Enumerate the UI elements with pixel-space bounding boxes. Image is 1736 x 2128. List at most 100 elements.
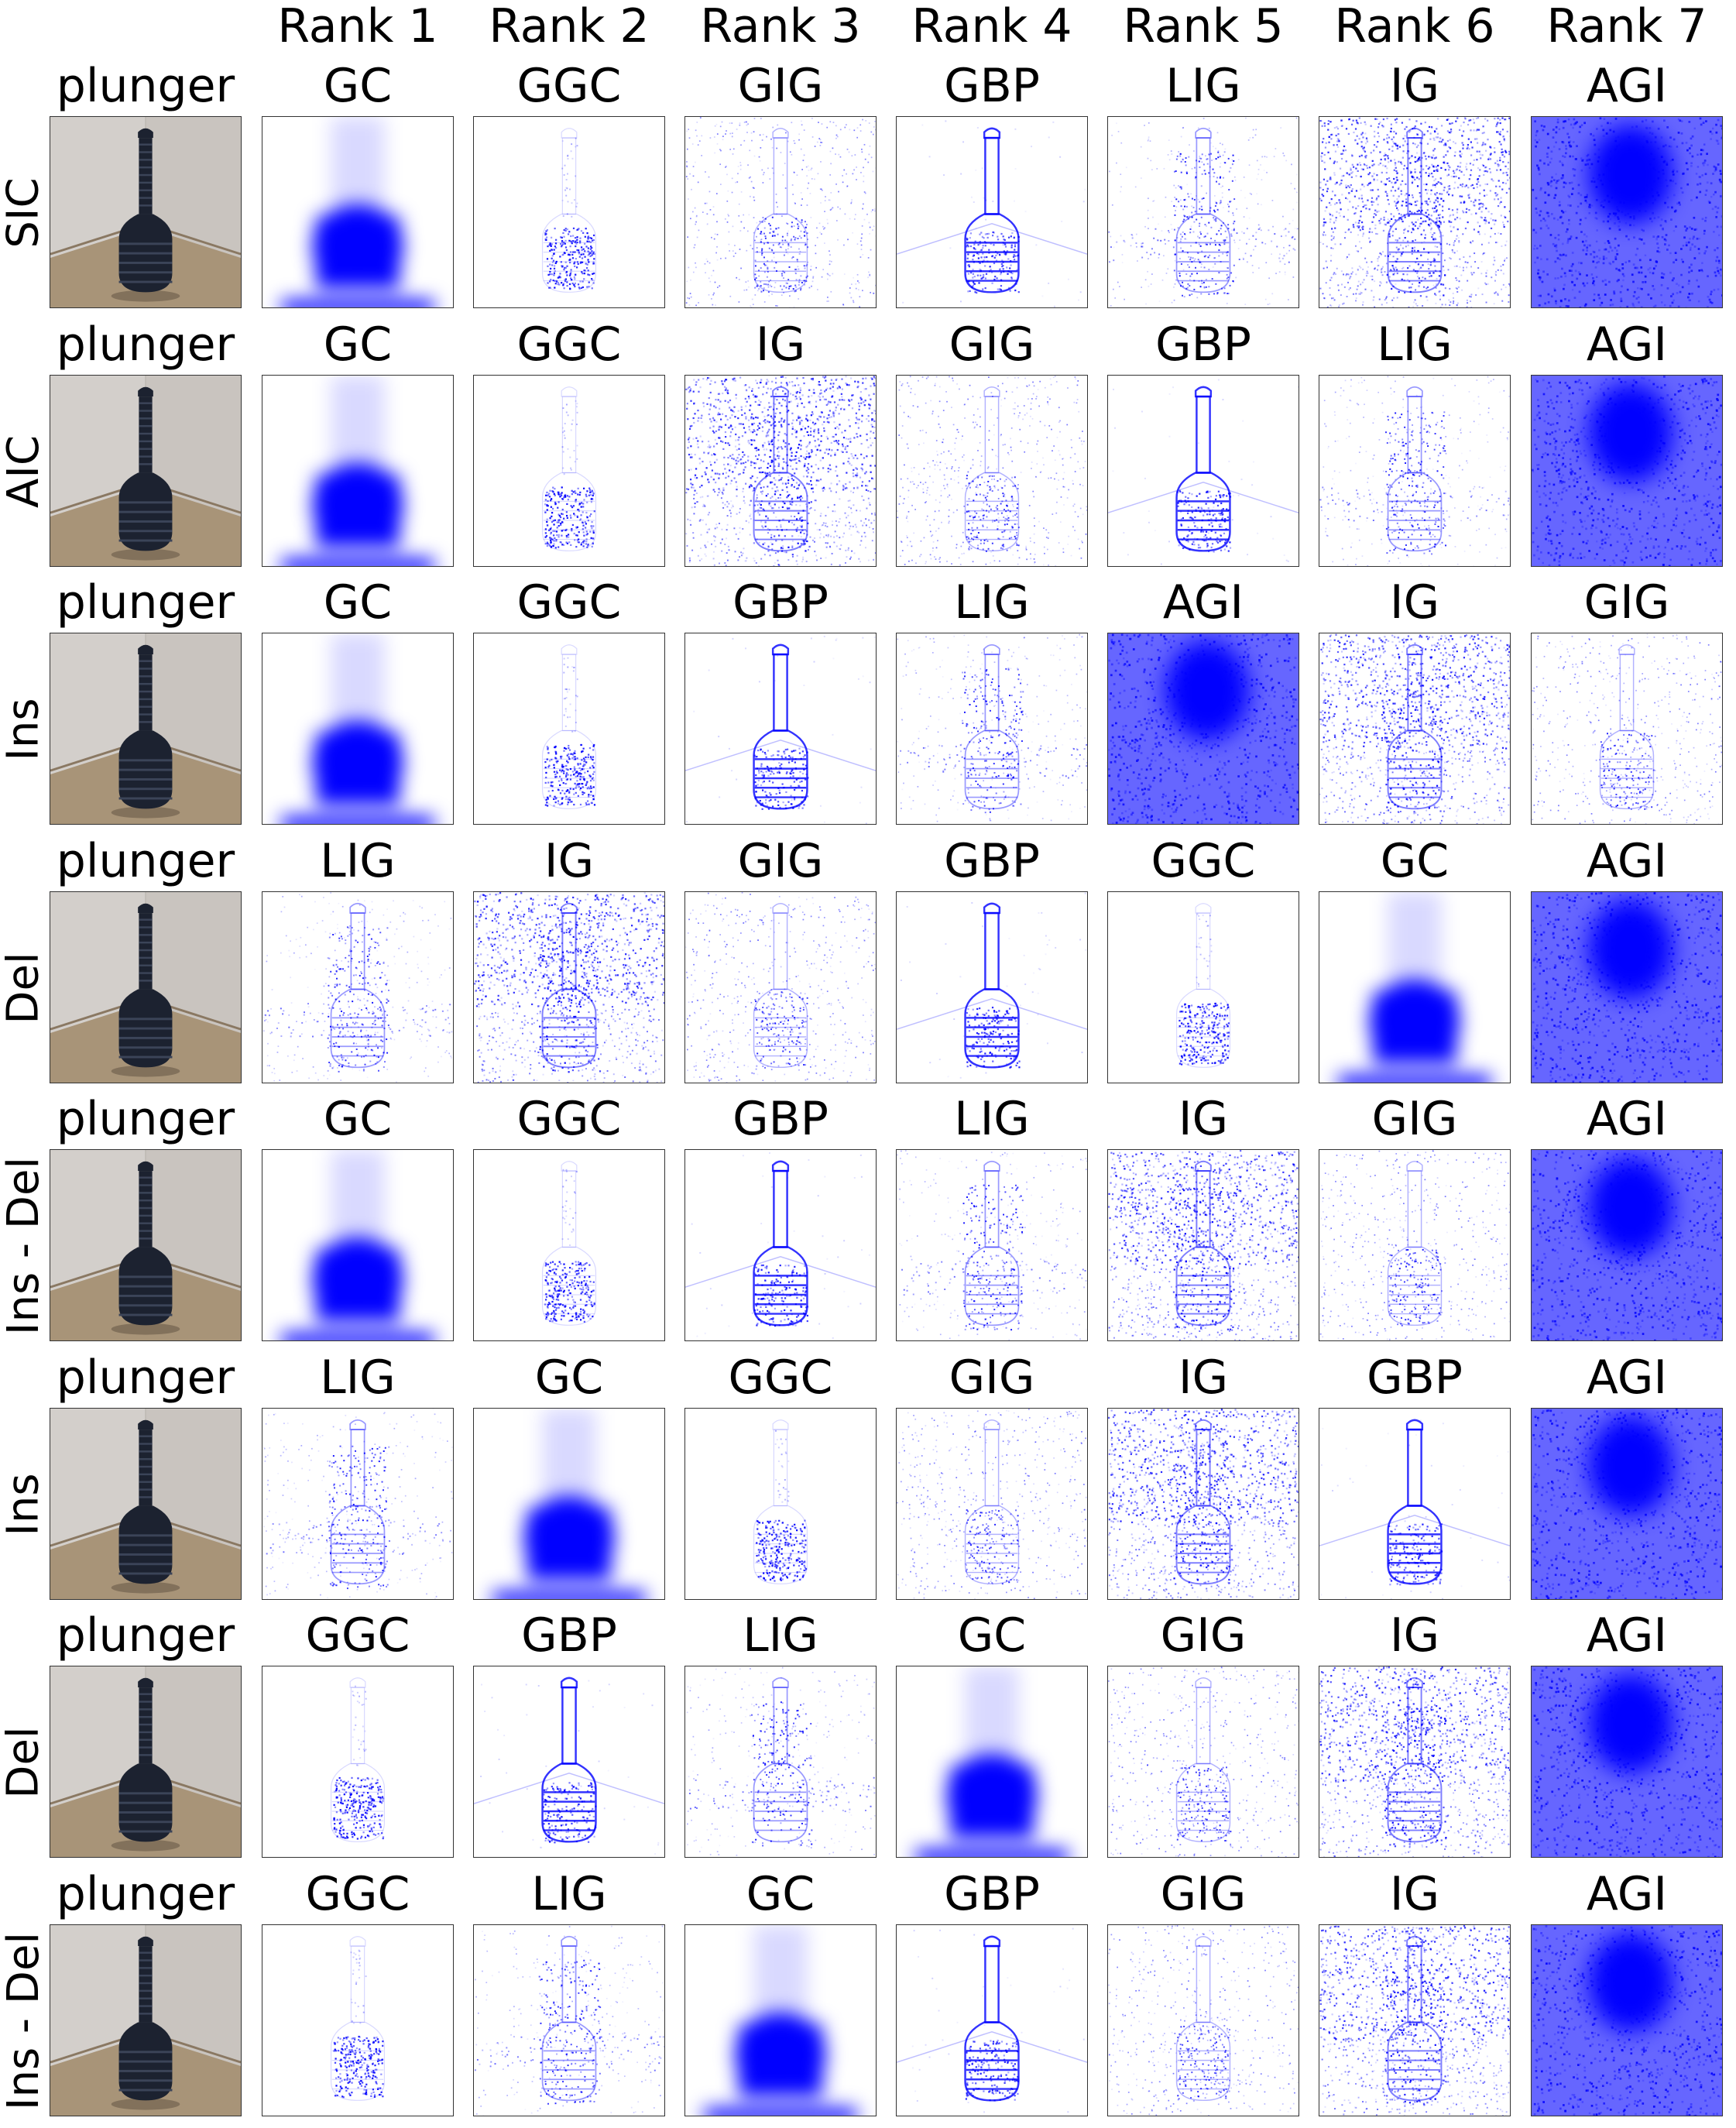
saliency-map-ggc — [1175, 902, 1231, 1068]
saliency-map-agi — [1108, 633, 1299, 824]
method-label: AGI — [1526, 1610, 1727, 1661]
saliency-map — [896, 633, 1088, 825]
saliency-map-gig — [1319, 1150, 1510, 1340]
method-label: GBP — [680, 577, 881, 628]
saliency-map — [473, 1149, 665, 1341]
saliency-map-lig — [262, 891, 453, 1083]
saliency-map — [262, 1407, 454, 1600]
saliency-map — [896, 374, 1088, 567]
saliency-map — [1319, 891, 1511, 1083]
saliency-map-ggc — [541, 128, 597, 293]
saliency-map — [1319, 1407, 1511, 1600]
saliency-map — [1531, 1924, 1723, 2116]
saliency-map-gbp — [897, 892, 1087, 1079]
saliency-map-gbp — [1319, 1419, 1510, 1599]
saliency-map — [684, 891, 877, 1083]
method-label: GIG — [680, 60, 881, 112]
method-label: LIG — [257, 1352, 458, 1403]
metric-label-text: Ins - Del — [0, 1157, 49, 1335]
saliency-map-gbp — [897, 120, 1087, 307]
plunger-photo — [50, 1666, 241, 1857]
saliency-map-gc — [704, 1924, 857, 2116]
saliency-map-ig — [1319, 633, 1510, 824]
saliency-map-gc — [281, 1150, 434, 1340]
method-label: GIG — [891, 319, 1093, 370]
method-label: GGC — [257, 1610, 458, 1661]
method-label: IG — [680, 319, 881, 370]
input-image — [50, 116, 242, 308]
saliency-map — [262, 1149, 454, 1341]
method-label: GIG — [1103, 1610, 1304, 1661]
method-label: GGC — [468, 60, 670, 112]
metric-label-text: SIC — [0, 177, 49, 248]
metric-label: Ins - Del — [0, 1149, 49, 1343]
method-label: AGI — [1526, 1352, 1727, 1403]
input-image — [50, 1666, 242, 1858]
method-label: GBP — [468, 1610, 670, 1661]
saliency-map-agi — [1532, 1408, 1722, 1599]
class-label: plunger — [45, 60, 246, 112]
saliency-map — [473, 1666, 665, 1858]
saliency-map-lig — [897, 633, 1087, 824]
method-label: LIG — [1314, 319, 1515, 370]
saliency-map-lig — [897, 1150, 1087, 1340]
metric-label: AIC — [0, 375, 49, 568]
saliency-map — [1319, 116, 1511, 308]
saliency-map-agi — [1532, 1666, 1722, 1857]
rank-header-1: Rank 1 — [257, 0, 458, 53]
method-label: GBP — [891, 60, 1093, 112]
method-label: GGC — [468, 1093, 670, 1145]
input-image — [50, 1149, 242, 1341]
saliency-map-ggc — [753, 1419, 808, 1584]
saliency-map-agi — [1532, 891, 1722, 1083]
class-label: plunger — [45, 1610, 246, 1661]
saliency-map-lig — [262, 1408, 453, 1599]
saliency-map — [1531, 374, 1723, 567]
saliency-map — [684, 633, 877, 825]
saliency-map — [473, 1407, 665, 1600]
method-label: GIG — [891, 1352, 1093, 1403]
metric-label-text: Ins — [0, 1473, 49, 1536]
plunger-photo — [50, 1150, 241, 1340]
saliency-map-ig — [1319, 117, 1510, 307]
saliency-map — [1531, 1149, 1723, 1341]
rank-header-2: Rank 2 — [468, 0, 670, 53]
saliency-map-ig — [1319, 1666, 1510, 1857]
saliency-map — [262, 116, 454, 308]
plunger-photo — [50, 375, 241, 566]
saliency-map-gbp — [474, 1677, 664, 1855]
saliency-map-gbp — [897, 1927, 1087, 2113]
method-label: GBP — [1314, 1352, 1515, 1403]
saliency-map-gbp — [685, 1152, 876, 1339]
input-image — [50, 1924, 242, 2116]
saliency-map — [1319, 374, 1511, 567]
method-label: AGI — [1103, 577, 1304, 628]
saliency-map-ggc — [541, 386, 597, 551]
saliency-map — [684, 116, 877, 308]
metric-label: Del — [0, 891, 49, 1085]
saliency-map — [262, 1924, 454, 2116]
method-label: LIG — [468, 1869, 670, 1920]
saliency-map — [1107, 1407, 1299, 1600]
saliency-map-ggc — [541, 644, 597, 809]
saliency-map — [896, 1924, 1088, 2116]
method-label: GIG — [1314, 1093, 1515, 1145]
saliency-map — [1107, 633, 1299, 825]
class-label: plunger — [45, 1093, 246, 1145]
saliency-map-agi — [1532, 1150, 1722, 1340]
metric-label-text: Ins — [0, 698, 49, 760]
method-label: IG — [1314, 1869, 1515, 1920]
plunger-photo — [50, 1408, 241, 1599]
metric-label: Del — [0, 1666, 49, 1859]
saliency-map-ggc — [330, 1935, 386, 2101]
method-label: GGC — [468, 577, 670, 628]
method-label: LIG — [680, 1610, 881, 1661]
input-image — [50, 891, 242, 1083]
method-label: GGC — [257, 1869, 458, 1920]
method-label: LIG — [891, 577, 1093, 628]
method-label: GBP — [891, 1869, 1093, 1920]
saliency-map-gig — [1532, 633, 1722, 824]
saliency-map — [262, 374, 454, 567]
saliency-map — [684, 1924, 877, 2116]
metric-label: Ins - Del — [0, 1924, 49, 2118]
